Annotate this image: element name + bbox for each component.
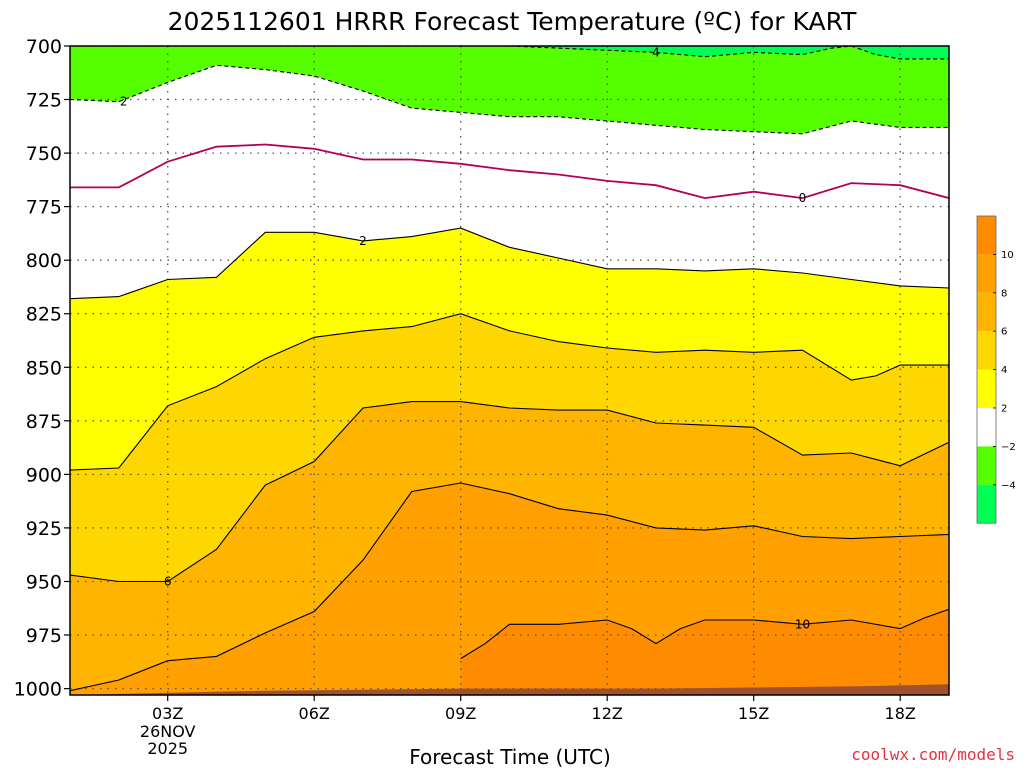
contour-label: 2	[359, 234, 367, 248]
contour-line-6	[70, 401, 949, 583]
plot-frame	[69, 45, 950, 696]
y-tick-label: 975	[26, 625, 62, 647]
credit-text: coolwx.com/models	[851, 745, 1015, 764]
colorbar-label: 8	[1001, 288, 1007, 299]
x-tick-label: 09Z	[445, 704, 476, 723]
colorbar-swatch	[977, 408, 996, 447]
colorbar-label: 10	[1001, 250, 1014, 261]
y-tick-label: 775	[26, 197, 62, 219]
chart-title: 2025112601 HRRR Forecast Temperature (ºC…	[168, 7, 858, 36]
colorbar-swatch	[977, 331, 996, 370]
colorbar-swatch	[977, 484, 996, 524]
fill-green	[70, 46, 949, 134]
colorbar-label: 2	[1001, 404, 1007, 415]
colorbar-swatch	[977, 369, 996, 408]
y-tick-label: 700	[26, 36, 62, 58]
colorbar-swatch	[977, 216, 996, 255]
fill-orange-dark	[460, 609, 949, 695]
contour-fills	[70, 46, 949, 695]
contour-line-2	[70, 227, 949, 300]
y-tick-label: 875	[26, 411, 62, 433]
x-axis-label: Forecast Time (UTC)	[409, 745, 611, 768]
contour-lines	[70, 46, 949, 692]
x-tick-label: 03Z	[152, 704, 183, 723]
y-tick-label: 800	[26, 250, 62, 272]
contour-line-m2	[70, 64, 949, 135]
colorbar-label: 6	[1001, 327, 1007, 338]
ground-fill	[70, 684, 949, 695]
y-tick-label: 1000	[14, 679, 62, 701]
x-tick-sublabel: 26NOV	[140, 722, 196, 741]
y-tick-label: 950	[26, 572, 62, 594]
y-tick-label: 925	[26, 518, 62, 540]
colorbar-swatch	[977, 254, 996, 293]
contour-label: 0	[799, 191, 807, 205]
contour-line-10	[460, 608, 949, 660]
x-tick-label: 15Z	[738, 704, 769, 723]
colorbar-label: 4	[1001, 365, 1007, 376]
contour-label: 4	[652, 45, 660, 59]
x-tick-label: 06Z	[299, 704, 330, 723]
contour-line-0	[70, 143, 949, 200]
colorbar-swatch	[977, 446, 996, 485]
x-tick-label: 18Z	[885, 704, 916, 723]
contour-line-4	[70, 313, 949, 471]
contour-label: 6	[164, 575, 172, 589]
fill-green-light-top	[509, 46, 949, 59]
y-tick-label: 825	[26, 304, 62, 326]
colorbar-label: −2	[1001, 442, 1016, 453]
grid-lines	[70, 45, 949, 695]
y-tick-label: 850	[26, 357, 62, 379]
ground-surface	[70, 684, 949, 695]
y-tick-label: 900	[26, 464, 62, 486]
contour-line-8	[70, 482, 949, 692]
y-tick-label: 750	[26, 143, 62, 165]
contour-labels: 4 2 0 2 6 10	[120, 45, 810, 631]
y-tick-label: 725	[26, 90, 62, 112]
contour-label: 10	[795, 617, 810, 631]
x-tick-sublabel: 2025	[147, 739, 188, 758]
colorbar-swatch	[977, 292, 996, 332]
contour-line-m4	[509, 46, 949, 60]
contour-label: 2	[120, 95, 128, 109]
x-tick-label: 12Z	[592, 704, 623, 723]
colorbar-label: −4	[1001, 480, 1016, 491]
y-axis: 700 725 750 775 800 825 850 875 900 925 950 975 1000	[14, 36, 70, 701]
colorbar-legend: 10 8 6 4 2 −2 −4	[976, 215, 1016, 524]
